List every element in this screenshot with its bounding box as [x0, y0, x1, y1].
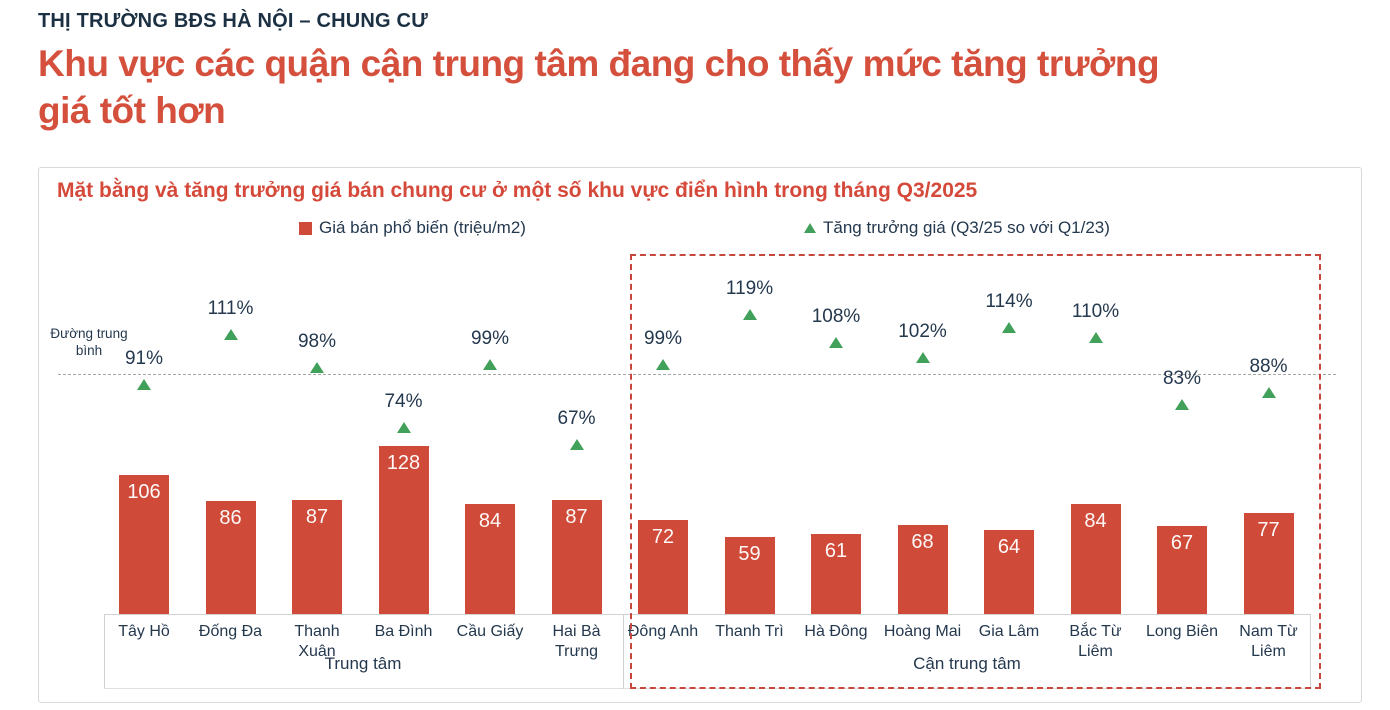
- price-bar: 67: [1157, 526, 1207, 614]
- growth-value-label: 114%: [985, 290, 1033, 312]
- red-square-icon: [299, 221, 312, 235]
- price-bar: 86: [205, 501, 256, 614]
- group-label-center: Trung tâm: [324, 654, 402, 673]
- growth-value-label: 108%: [811, 305, 861, 327]
- price-bar: 77: [1243, 513, 1294, 614]
- growth-value-label: 99%: [470, 328, 510, 349]
- growth-triangle-icon: [223, 329, 238, 340]
- price-bar: 72: [638, 520, 688, 614]
- average-line-label: Đường trung bình: [50, 326, 128, 358]
- growth-triangle-icon: [396, 421, 411, 433]
- growth-triangle-icon: [569, 439, 584, 450]
- bar-value-label: 77: [1257, 519, 1280, 541]
- growth-triangle-icon: [310, 361, 324, 373]
- growth-triangle-icon: [829, 336, 843, 348]
- legend-growth-label: Tăng trưởng giá (Q3/25 so với Q1/23): [823, 218, 1110, 237]
- price-bar: 64: [984, 530, 1034, 614]
- price-bar: 84: [1070, 504, 1121, 614]
- growth-value-label: 88%: [1249, 355, 1288, 377]
- category-label: Long Biên: [1145, 623, 1219, 640]
- plot-area: Đường trung bình Trung tâm Cận trung tâm…: [39, 168, 1363, 704]
- growth-value-label: 98%: [297, 330, 337, 352]
- group-label-near-center: Cận trung tâm: [913, 654, 1021, 673]
- category-label: Nam Từ Liêm: [1239, 623, 1298, 660]
- page-kicker: THỊ TRƯỜNG BĐS HÀ NỘI – CHUNG CƯ: [38, 10, 428, 32]
- growth-value-label: 119%: [725, 278, 774, 299]
- price-bar: 59: [724, 537, 775, 614]
- growth-value-label: 110%: [1071, 300, 1120, 322]
- bar-value-label: 106: [127, 481, 161, 503]
- green-triangle-icon: [804, 223, 816, 233]
- bar-value-label: 61: [824, 540, 848, 562]
- growth-triangle-icon: [1002, 321, 1016, 333]
- category-label: Hai Bà Trưng: [552, 623, 601, 660]
- category-label: Bắc Từ Liêm: [1069, 623, 1122, 660]
- price-bar: 84: [465, 504, 515, 614]
- category-label: Đông Anh: [627, 623, 699, 640]
- bar-value-label: 68: [911, 531, 934, 553]
- bar-value-label: 67: [1170, 532, 1194, 554]
- page-title: Khu vực các quận cận trung tâm đang cho …: [38, 43, 1160, 131]
- growth-value-label: 111%: [207, 298, 254, 319]
- chart-title: Mặt bằng và tăng trưởng giá bán chung cư…: [57, 179, 978, 202]
- category-label: Thanh Trì: [715, 623, 784, 640]
- bar-value-label: 87: [565, 506, 588, 528]
- price-bar: 87: [551, 500, 602, 614]
- growth-triangle-icon: [1088, 331, 1103, 343]
- category-label: Cầu Giấy: [456, 623, 524, 640]
- category-label: Thanh Xuân: [294, 623, 340, 660]
- price-bar: 61: [811, 534, 861, 614]
- chart-card: Mặt bằng và tăng trưởng giá bán chung cư…: [38, 167, 1362, 703]
- growth-value-label: 83%: [1162, 368, 1202, 389]
- category-label: Tây Hồ: [118, 623, 170, 640]
- price-bar: 68: [897, 525, 948, 614]
- price-bar: 106: [119, 475, 169, 614]
- growth-triangle-icon: [137, 379, 151, 390]
- growth-triangle-icon: [742, 309, 757, 320]
- average-dashed-line: [58, 374, 1336, 375]
- growth-value-label: 91%: [124, 348, 164, 369]
- growth-triangle-icon: [483, 359, 497, 370]
- legend-item-growth: Tăng trưởng giá (Q3/25 so với Q1/23): [804, 218, 1110, 238]
- growth-triangle-icon: [1261, 386, 1276, 398]
- growth-value-label: 67%: [557, 408, 596, 429]
- growth-triangle-icon: [1175, 399, 1189, 410]
- bar-value-label: 84: [1084, 510, 1107, 532]
- growth-triangle-icon: [656, 359, 670, 370]
- bar-value-label: 86: [219, 507, 242, 529]
- legend-item-price: Giá bán phổ biến (triệu/m2): [299, 218, 526, 238]
- bar-value-label: 59: [738, 543, 761, 565]
- growth-value-label: 99%: [643, 328, 683, 349]
- bar-value-label: 128: [386, 452, 421, 474]
- category-label: Hà Đông: [804, 623, 868, 640]
- bar-value-label: 72: [651, 526, 675, 548]
- price-bar: 128: [378, 446, 429, 614]
- legend-price-label: Giá bán phổ biến (triệu/m2): [319, 218, 526, 237]
- near-center-highlight-box: [630, 254, 1321, 689]
- growth-value-label: 74%: [384, 390, 423, 412]
- category-label: Hoàng Mai: [883, 623, 962, 640]
- growth-triangle-icon: [915, 351, 930, 363]
- price-bar: 87: [292, 500, 342, 614]
- bar-value-label: 87: [305, 506, 329, 528]
- category-label: Đống Đa: [198, 623, 263, 640]
- group-divider-line: [623, 614, 624, 689]
- category-label: Ba Đình: [374, 623, 433, 640]
- growth-value-label: 102%: [898, 320, 947, 342]
- bar-value-label: 84: [478, 510, 502, 532]
- bar-value-label: 64: [997, 536, 1021, 558]
- category-label: Gia Lâm: [978, 623, 1040, 640]
